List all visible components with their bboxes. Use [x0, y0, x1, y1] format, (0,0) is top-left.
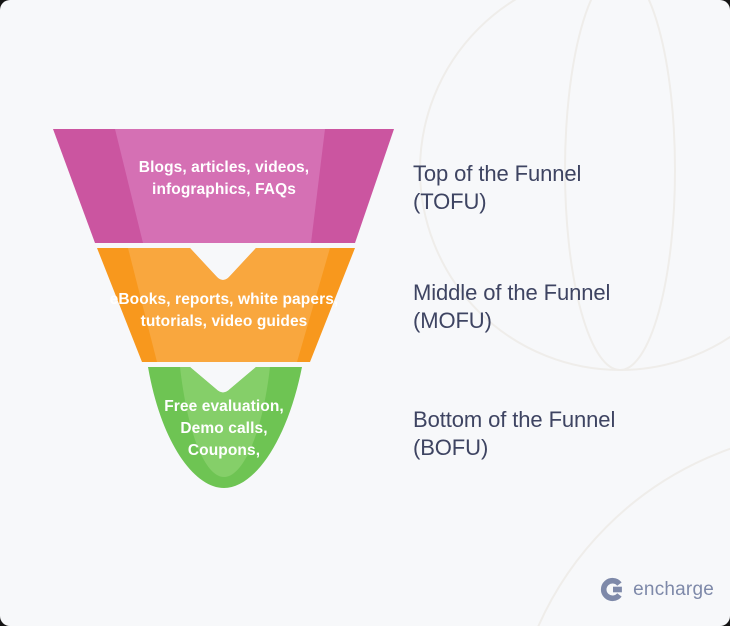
- tofu-stage-abbr: (TOFU): [413, 189, 487, 214]
- bofu-stage-name: Bottom of the Funnel: [413, 407, 616, 432]
- globe-meridian-arc: [564, 0, 676, 371]
- mofu-content-line: tutorials, video guides: [140, 313, 308, 330]
- tofu-content-line: Blogs, articles, videos,: [138, 159, 310, 176]
- encharge-logo-text: encharge: [633, 578, 714, 600]
- bofu-stage-abbr: (BOFU): [413, 435, 489, 460]
- bofu-stage-label: Bottom of the Funnel (BOFU): [413, 406, 713, 462]
- tofu-stage-label: Top of the Funnel (TOFU): [413, 160, 713, 216]
- bofu-content-text: Free evaluation, Demo calls, Coupons,: [74, 396, 374, 462]
- bofu-content-line: Free evaluation,: [164, 398, 284, 415]
- bofu-content-line: Demo calls,: [180, 420, 268, 437]
- bofu-content-line: Coupons,: [187, 442, 261, 459]
- funnel-segment-mofu-highlight: [128, 248, 330, 362]
- mofu-content-text: eBooks, reports, white papers, tutorials…: [74, 289, 374, 333]
- funnel-segment-tofu-highlight: [115, 129, 325, 243]
- tofu-content-line: infographics, FAQs: [152, 181, 296, 198]
- funnel-segment-bofu-highlight: [180, 367, 270, 477]
- encharge-logo-icon: [601, 577, 623, 602]
- mofu-content-line: eBooks, reports, white papers,: [109, 291, 339, 308]
- tofu-stage-name: Top of the Funnel: [413, 161, 582, 186]
- mofu-stage-abbr: (MOFU): [413, 308, 492, 333]
- encharge-logo: encharge: [599, 576, 714, 603]
- tofu-content-text: Blogs, articles, videos, infographics, F…: [74, 157, 374, 201]
- mofu-stage-label: Middle of the Funnel (MOFU): [413, 279, 713, 335]
- mofu-stage-name: Middle of the Funnel: [413, 280, 611, 305]
